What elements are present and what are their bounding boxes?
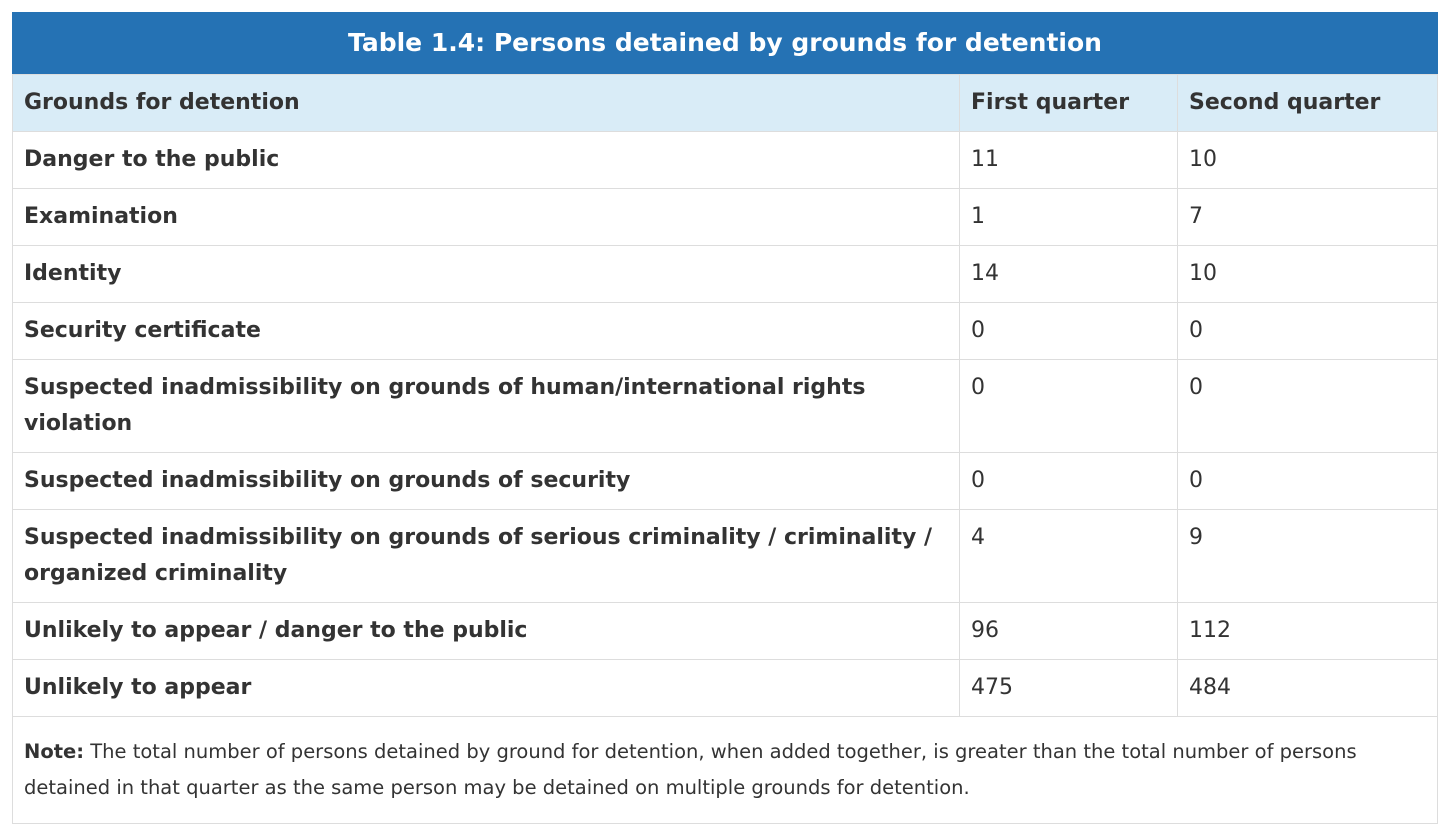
row-ground-label: Danger to the public: [12, 131, 960, 189]
table-body: Danger to the public 11 10 Examination 1…: [12, 131, 1438, 717]
second-quarter-value: 0: [1177, 359, 1438, 453]
row-ground-label: Suspected inadmissibility on grounds of …: [12, 509, 960, 603]
row-ground-label: Suspected inadmissibility on grounds of …: [12, 359, 960, 453]
first-quarter-value: 96: [959, 602, 1178, 660]
header-row: Grounds for detention First quarter Seco…: [12, 74, 1438, 132]
table-row: Unlikely to appear 475 484: [12, 659, 1438, 717]
table-footer: Note: The total number of persons detain…: [12, 716, 1438, 824]
table-row: Security certificate 0 0: [12, 302, 1438, 360]
table-row: Suspected inadmissibility on grounds of …: [12, 452, 1438, 510]
first-quarter-value: 0: [959, 452, 1178, 510]
row-ground-label: Unlikely to appear: [12, 659, 960, 717]
table-row: Danger to the public 11 10: [12, 131, 1438, 189]
first-quarter-value: 0: [959, 302, 1178, 360]
first-quarter-value: 4: [959, 509, 1178, 603]
table-row: Unlikely to appear / danger to the publi…: [12, 602, 1438, 660]
column-header-grounds: Grounds for detention: [12, 74, 960, 132]
second-quarter-value: 10: [1177, 131, 1438, 189]
second-quarter-value: 484: [1177, 659, 1438, 717]
detention-table: Table 1.4: Persons detained by grounds f…: [12, 12, 1438, 824]
second-quarter-value: 10: [1177, 245, 1438, 303]
note-text: The total number of persons detained by …: [24, 740, 1357, 799]
second-quarter-value: 0: [1177, 452, 1438, 510]
row-ground-label: Unlikely to appear / danger to the publi…: [12, 602, 960, 660]
first-quarter-value: 1: [959, 188, 1178, 246]
table-row: Suspected inadmissibility on grounds of …: [12, 509, 1438, 603]
table-row: Examination 1 7: [12, 188, 1438, 246]
row-ground-label: Suspected inadmissibility on grounds of …: [12, 452, 960, 510]
note-row: Note: The total number of persons detain…: [12, 716, 1438, 824]
second-quarter-value: 7: [1177, 188, 1438, 246]
table-row: Suspected inadmissibility on grounds of …: [12, 359, 1438, 453]
row-ground-label: Examination: [12, 188, 960, 246]
row-ground-label: Security certificate: [12, 302, 960, 360]
first-quarter-value: 14: [959, 245, 1178, 303]
detention-table-container: Table 1.4: Persons detained by grounds f…: [12, 12, 1438, 824]
first-quarter-value: 0: [959, 359, 1178, 453]
first-quarter-value: 11: [959, 131, 1178, 189]
row-ground-label: Identity: [12, 245, 960, 303]
table-header: Grounds for detention First quarter Seco…: [12, 74, 1438, 132]
table-note: Note: The total number of persons detain…: [12, 716, 1438, 824]
second-quarter-value: 112: [1177, 602, 1438, 660]
note-label: Note:: [24, 740, 85, 763]
second-quarter-value: 0: [1177, 302, 1438, 360]
first-quarter-value: 475: [959, 659, 1178, 717]
table-row: Identity 14 10: [12, 245, 1438, 303]
second-quarter-value: 9: [1177, 509, 1438, 603]
column-header-second-quarter: Second quarter: [1177, 74, 1438, 132]
column-header-first-quarter: First quarter: [959, 74, 1178, 132]
table-caption: Table 1.4: Persons detained by grounds f…: [12, 12, 1438, 74]
